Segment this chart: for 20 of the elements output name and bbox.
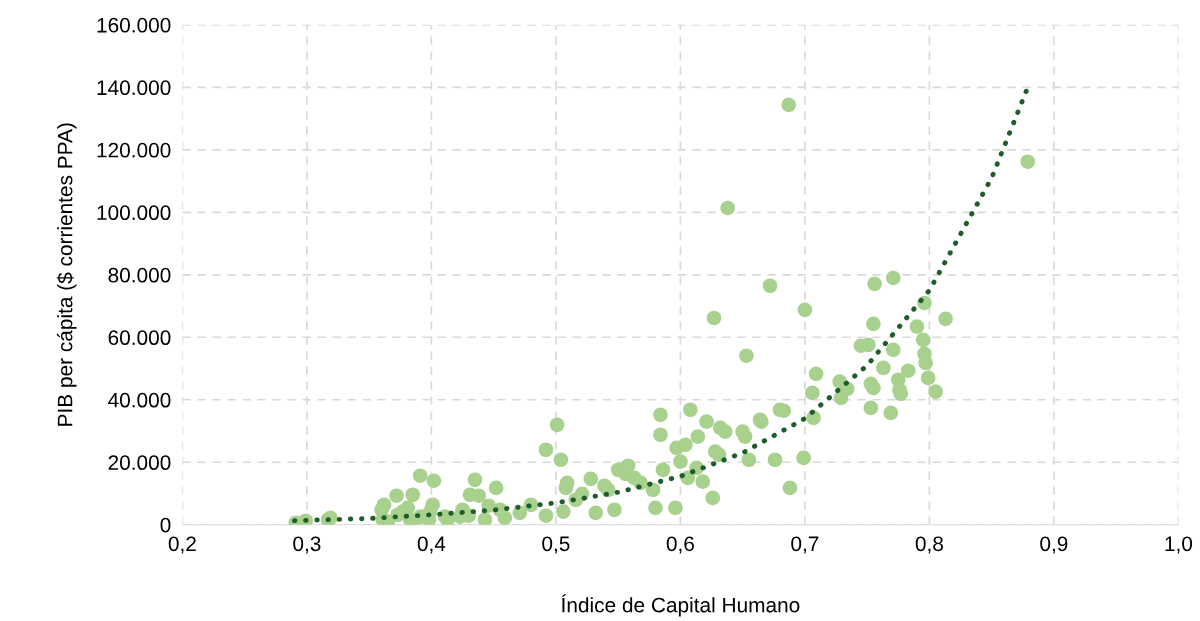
x-tick-label: 0,7 [791, 536, 819, 554]
y-tick-label: 160.000 [97, 17, 171, 33]
y-tick-label: 120.000 [97, 142, 171, 158]
x-tick-label: 1,0 [1165, 536, 1193, 554]
y-tick-label: 0 [160, 517, 171, 533]
y-tick-label: 100.000 [97, 205, 171, 221]
x-tick-label: 0,9 [1040, 536, 1068, 554]
y-tick-label: 20.000 [108, 455, 171, 471]
y-axis-title: PIB per cápita ($ corrientes PPA) [56, 123, 77, 426]
y-tick-label: 60.000 [108, 330, 171, 346]
x-tick-label: 0,5 [542, 536, 570, 554]
y-tick-label: 80.000 [108, 267, 171, 283]
x-tick-label: 0,4 [417, 536, 446, 554]
y-tick-label: 40.000 [108, 392, 171, 408]
x-tick-label: 0,3 [293, 536, 321, 554]
y-tick-label: 140.000 [97, 80, 171, 96]
x-axis-title: Índice de Capital Humano [561, 594, 800, 617]
x-tick-label: 0,8 [915, 536, 943, 554]
x-tick-label: 0,2 [168, 536, 196, 554]
x-tick-label: 0,6 [666, 536, 694, 554]
